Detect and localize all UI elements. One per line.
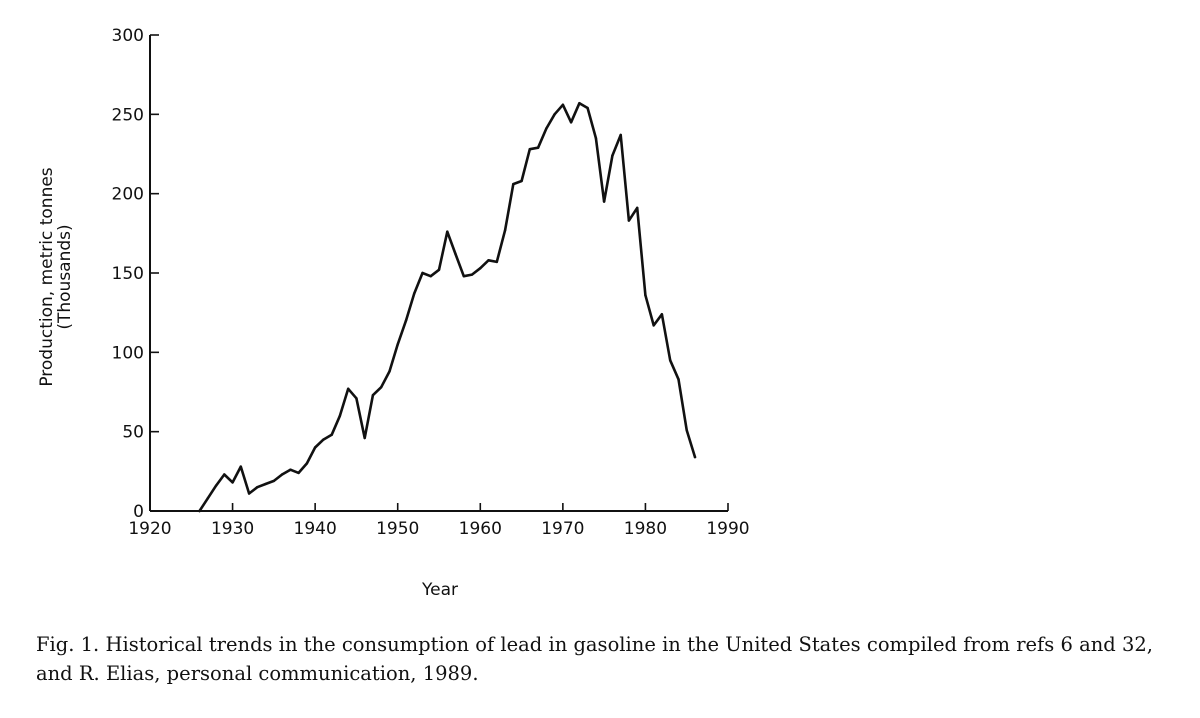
data-point-1974 — [594, 136, 598, 140]
data-point-1933 — [256, 486, 259, 489]
data-point-1937 — [289, 468, 292, 471]
data-point-1926 — [198, 509, 201, 513]
y-axis-label: Production, metric tonnes — [37, 167, 57, 386]
data-point-1985 — [685, 428, 688, 432]
data-point-1962 — [495, 260, 498, 264]
data-point-1968 — [545, 127, 548, 130]
data-point-1941 — [322, 438, 325, 441]
data-point-1934 — [264, 482, 267, 486]
y-tick-label-150: 150 — [112, 264, 144, 284]
data-point-1929 — [223, 473, 226, 476]
x-tick-label-1920: 1920 — [128, 519, 171, 539]
series-layer — [198, 101, 697, 513]
x-tick-label-1960: 1960 — [459, 519, 502, 539]
data-point-1948 — [380, 386, 383, 389]
data-point-1935 — [272, 479, 276, 483]
data-point-1959 — [470, 273, 474, 276]
data-point-1952 — [413, 292, 416, 295]
data-point-1965 — [520, 179, 523, 183]
data-point-1938 — [297, 471, 300, 475]
data-point-1930 — [231, 481, 234, 484]
data-point-1939 — [305, 462, 309, 465]
data-point-1975 — [602, 200, 606, 203]
data-point-1957 — [454, 252, 457, 256]
y-tick-label-250: 250 — [112, 105, 144, 125]
data-point-1940 — [313, 446, 317, 449]
data-point-1950 — [396, 343, 399, 346]
data-point-1983 — [669, 359, 672, 362]
y-tick-label-50: 50 — [122, 423, 144, 443]
data-point-1946 — [363, 436, 366, 440]
data-point-1953 — [421, 271, 424, 275]
x-axis-label: Year — [421, 580, 458, 600]
y-tick-label-100: 100 — [112, 343, 144, 363]
axes — [149, 35, 728, 512]
data-point-1981 — [652, 324, 655, 327]
y-tick-label-300: 300 — [112, 26, 144, 46]
data-point-1954 — [429, 275, 432, 278]
data-point-1967 — [536, 146, 540, 149]
data-point-1945 — [355, 397, 358, 400]
data-point-1977 — [619, 133, 622, 137]
data-point-1982 — [660, 313, 664, 316]
data-point-1973 — [586, 106, 589, 110]
data-point-1964 — [512, 182, 515, 186]
y-axis-sublabel: (Thousands) — [55, 224, 75, 329]
data-point-1932 — [247, 492, 251, 495]
tick-labels: 0 50 100 150 200 250 300 1920 1930 1940 1950 1960 19… — [112, 26, 750, 539]
data-point-1936 — [280, 473, 284, 476]
data-point-1931 — [239, 465, 242, 468]
series-line-0 — [198, 101, 697, 513]
data-point-1986 — [693, 455, 697, 459]
data-point-1976 — [611, 154, 614, 157]
data-point-1944 — [347, 387, 350, 390]
lead-consumption-chart: 0 50 100 150 200 250 300 1920 1930 1940 1950 1960 19… — [37, 26, 750, 600]
data-point-1943 — [338, 414, 342, 417]
data-point-1955 — [437, 268, 441, 271]
data-point-1963 — [503, 229, 507, 232]
data-point-1972 — [578, 102, 581, 105]
x-tick-label-1950: 1950 — [376, 519, 419, 539]
y-tick-label-0: 0 — [133, 502, 144, 522]
y-tick-label-200: 200 — [112, 185, 144, 205]
x-tick-label-1980: 1980 — [624, 519, 667, 539]
data-point-1966 — [528, 148, 531, 151]
x-tick-label-1990: 1990 — [706, 519, 749, 539]
data-point-1947 — [371, 394, 375, 397]
data-point-1951 — [404, 319, 408, 322]
data-point-1928 — [214, 484, 218, 487]
data-point-1949 — [388, 370, 391, 373]
data-point-1980 — [644, 294, 647, 297]
figure-caption: Fig. 1. Historical trends in the consump… — [36, 633, 1153, 685]
data-point-1927 — [206, 497, 209, 500]
data-point-1970 — [561, 103, 565, 107]
x-tick-label-1940: 1940 — [294, 519, 337, 539]
data-point-1961 — [487, 259, 490, 262]
x-tick-label-1970: 1970 — [541, 519, 584, 539]
data-point-1984 — [677, 378, 680, 381]
data-point-1956 — [446, 230, 449, 233]
data-point-1960 — [479, 267, 482, 270]
data-point-1969 — [553, 113, 556, 116]
data-point-1978 — [627, 219, 631, 222]
x-tick-label-1930: 1930 — [211, 519, 254, 539]
data-point-1958 — [462, 275, 465, 278]
data-point-1979 — [636, 206, 639, 210]
data-point-1971 — [569, 121, 573, 124]
tick-marks — [150, 34, 729, 512]
data-point-1942 — [330, 433, 333, 436]
